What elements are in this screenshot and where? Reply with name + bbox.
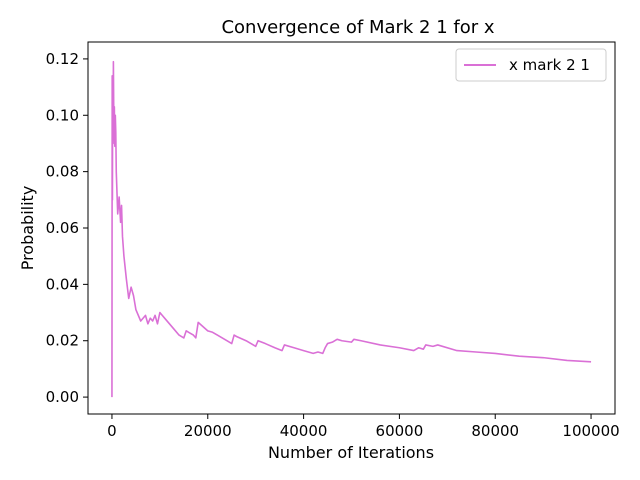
x-axis-title: Number of Iterations bbox=[268, 443, 434, 462]
legend: x mark 2 1 bbox=[455, 48, 607, 82]
legend-box bbox=[455, 48, 607, 82]
legend-label: x mark 2 1 bbox=[509, 56, 590, 74]
y-tick-label: 0.08 bbox=[46, 163, 79, 181]
y-tick-label: 0.00 bbox=[46, 388, 79, 406]
x-tick-label: 80000 bbox=[471, 422, 519, 440]
series-line bbox=[111, 60, 592, 398]
y-tick-label: 0.06 bbox=[46, 219, 79, 237]
x-tick-label: 100000 bbox=[562, 422, 619, 440]
y-tick-label: 0.04 bbox=[46, 275, 79, 293]
x-tick-label: 20000 bbox=[184, 422, 232, 440]
y-tick-label: 0.02 bbox=[46, 332, 79, 350]
y-tick-label: 0.12 bbox=[46, 50, 79, 68]
plot-frame bbox=[87, 41, 616, 415]
plot-area bbox=[111, 60, 592, 398]
x-tick-label: 60000 bbox=[376, 422, 424, 440]
y-axis: 0.00 0.02 0.04 0.06 0.08 0.10 0.12 bbox=[46, 50, 88, 406]
x-axis: 0 20000 40000 60000 80000 100000 bbox=[107, 414, 620, 440]
x-tick-label: 0 bbox=[107, 422, 117, 440]
y-tick-label: 0.10 bbox=[46, 106, 79, 124]
x-tick-label: 40000 bbox=[280, 422, 328, 440]
chart-title: Convergence of Mark 2 1 for x bbox=[221, 17, 494, 38]
y-axis-title: Probability bbox=[18, 186, 37, 271]
